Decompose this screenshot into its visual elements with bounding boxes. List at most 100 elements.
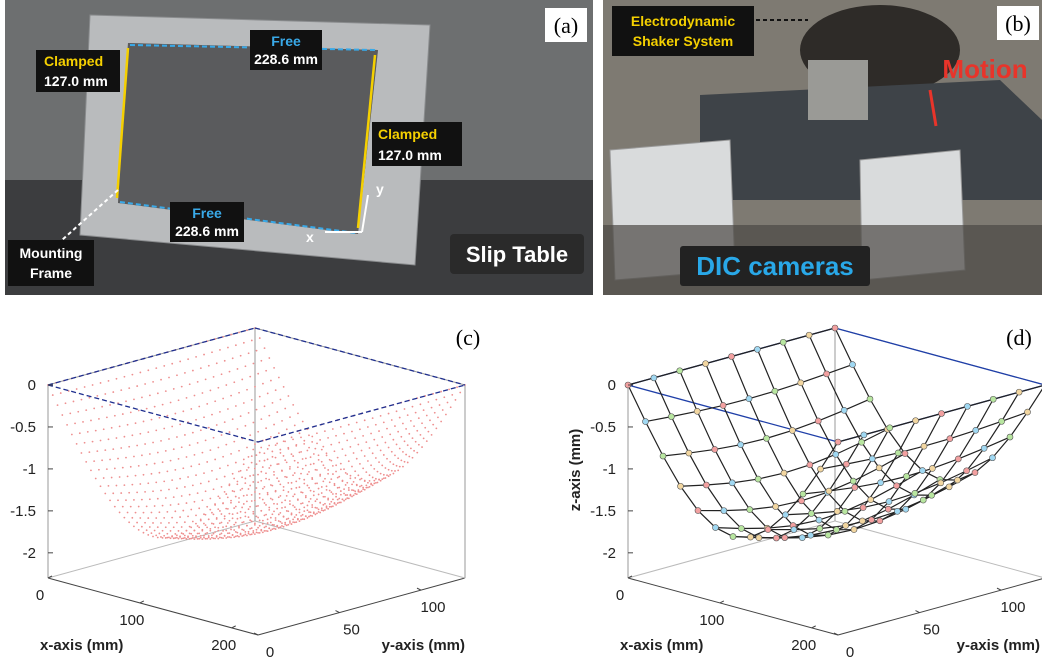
annotation: Free xyxy=(192,205,222,221)
surface-point xyxy=(244,478,246,480)
surface-point xyxy=(423,437,425,439)
surface-point xyxy=(209,390,211,392)
panel-label: (a) xyxy=(554,13,578,38)
surface-point xyxy=(157,526,159,528)
surface-point xyxy=(125,457,127,459)
surface-point xyxy=(98,418,100,420)
surface-point xyxy=(303,518,305,520)
surface-point xyxy=(252,481,254,483)
surface-point xyxy=(187,536,189,538)
surface-point xyxy=(351,489,353,491)
surface-point xyxy=(211,537,213,539)
surface-point xyxy=(230,529,232,531)
mesh-node xyxy=(738,442,744,448)
surface-point xyxy=(167,415,169,417)
surface-point xyxy=(350,475,352,477)
surface-point xyxy=(136,445,138,447)
surface-point xyxy=(308,501,310,503)
surface-point xyxy=(346,439,348,441)
surface-point xyxy=(151,532,153,534)
mesh-node xyxy=(947,436,953,442)
surface-point xyxy=(299,478,301,480)
surface-point xyxy=(321,449,323,451)
surface-point xyxy=(303,510,305,512)
surface-point xyxy=(209,528,211,530)
surface-point xyxy=(448,388,450,390)
surface-point xyxy=(79,432,81,434)
surface-point xyxy=(252,363,254,365)
surface-point xyxy=(327,473,329,475)
surface-point xyxy=(381,478,383,480)
surface-point xyxy=(338,498,340,500)
surface-point xyxy=(370,464,372,466)
surface-point xyxy=(254,468,256,470)
surface-point xyxy=(108,380,110,382)
surface-point xyxy=(292,521,294,523)
surface-point xyxy=(303,483,305,485)
surface-point xyxy=(243,459,245,461)
mesh-line xyxy=(663,399,870,456)
surface-point xyxy=(262,383,264,385)
surface-point xyxy=(279,483,281,485)
surface-point xyxy=(238,450,240,452)
surface-point xyxy=(431,434,433,436)
surface-point xyxy=(152,536,154,538)
mesh-node xyxy=(817,526,823,532)
surface-point xyxy=(275,491,277,493)
surface-point xyxy=(373,439,375,441)
surface-point xyxy=(375,457,377,459)
surface-point xyxy=(85,461,87,463)
mesh-node xyxy=(651,375,657,381)
surface-point xyxy=(209,498,211,500)
surface-point xyxy=(181,495,183,497)
surface-point xyxy=(273,471,275,473)
surface-point xyxy=(324,509,326,511)
surface-point xyxy=(351,496,353,498)
surface-point xyxy=(305,515,307,517)
mesh-node xyxy=(868,497,874,503)
surface-point xyxy=(176,374,178,376)
surface-point xyxy=(280,399,282,401)
surface-point xyxy=(432,424,434,426)
surface-point xyxy=(128,521,130,523)
mesh-node xyxy=(869,517,875,523)
surface-point xyxy=(361,450,363,452)
surface-point xyxy=(316,442,318,444)
surface-point xyxy=(310,515,312,517)
surface-point xyxy=(109,459,111,461)
mesh-node xyxy=(799,535,805,541)
mesh-node xyxy=(929,465,935,471)
surface-point xyxy=(284,459,286,461)
surface-point xyxy=(294,493,296,495)
surface-point xyxy=(222,398,224,400)
y-tick-label: 100 xyxy=(1000,599,1025,616)
surface-point xyxy=(303,479,305,481)
surface-point xyxy=(146,408,148,410)
surface-point xyxy=(57,404,59,406)
surface-point xyxy=(289,466,291,468)
surface-point xyxy=(238,331,240,333)
surface-point xyxy=(216,478,218,480)
surface-point xyxy=(256,505,258,507)
surface-point xyxy=(442,409,444,411)
surface-point xyxy=(275,528,277,530)
y-tick xyxy=(915,611,919,613)
surface-point xyxy=(139,433,141,435)
surface-point xyxy=(190,533,192,535)
surface-point xyxy=(362,488,364,490)
surface-point xyxy=(292,505,294,507)
surface-point xyxy=(275,519,277,521)
surface-point xyxy=(203,535,205,537)
surface-point xyxy=(294,460,296,462)
surface-point xyxy=(353,490,355,492)
surface-point xyxy=(163,365,165,367)
surface-point xyxy=(256,454,258,456)
surface-point xyxy=(181,526,183,528)
surface-point xyxy=(435,399,437,401)
surface-point xyxy=(208,365,210,367)
surface-point xyxy=(327,508,329,510)
surface-point xyxy=(92,441,94,443)
mesh-line xyxy=(809,335,1019,495)
surface-point xyxy=(292,455,294,457)
mesh-node xyxy=(789,427,795,433)
